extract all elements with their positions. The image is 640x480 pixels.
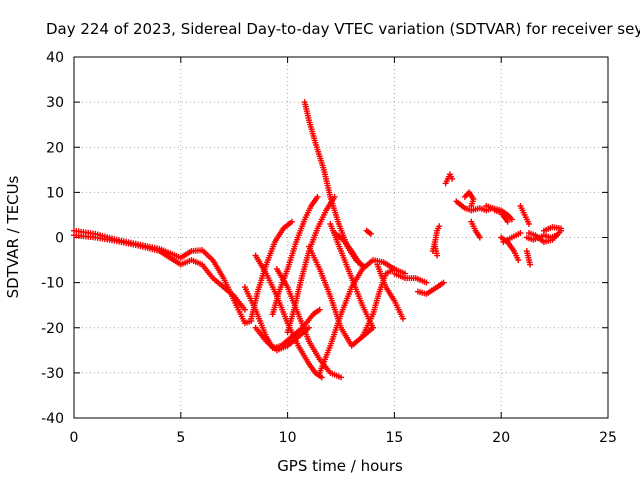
x-tick-label: 0 bbox=[70, 430, 79, 446]
x-axis-label: GPS time / hours bbox=[277, 457, 403, 475]
data-point-plus bbox=[440, 279, 447, 286]
data-point-plus bbox=[504, 218, 511, 225]
axis-ticks bbox=[73, 56, 609, 419]
y-tick-label: 40 bbox=[46, 50, 64, 66]
y-tick-label: -30 bbox=[41, 366, 64, 382]
data-point-plus bbox=[370, 324, 377, 331]
y-tick-labels: -40 -30 -20 -10 0 10 20 30 40 bbox=[41, 50, 64, 427]
data-points bbox=[71, 99, 565, 381]
data-point-plus bbox=[338, 374, 344, 381]
data-point-plus bbox=[357, 261, 364, 268]
data-point-plus bbox=[316, 306, 323, 313]
x-tick-labels: 0 5 10 15 20 25 bbox=[70, 430, 617, 446]
y-tick-label: -40 bbox=[41, 411, 64, 427]
data-point-plus bbox=[367, 230, 374, 237]
data-point-plus bbox=[436, 223, 443, 230]
data-point-plus bbox=[399, 315, 406, 322]
y-tick-label: 10 bbox=[46, 185, 64, 201]
data-point-plus bbox=[431, 243, 438, 250]
data-point-plus bbox=[241, 306, 248, 313]
data-point-plus bbox=[517, 229, 524, 236]
x-tick-label: 5 bbox=[176, 430, 185, 446]
data-point-plus bbox=[527, 261, 534, 268]
y-axis-label: SDTVAR / TECUs bbox=[4, 175, 22, 298]
data-point-plus bbox=[314, 193, 321, 200]
y-tick-label: -10 bbox=[41, 276, 64, 292]
data-point-plus bbox=[305, 324, 312, 331]
x-tick-label: 25 bbox=[599, 430, 617, 446]
data-point-plus bbox=[515, 257, 522, 264]
data-point-plus bbox=[508, 216, 515, 223]
data-point-plus bbox=[525, 220, 532, 227]
data-point-plus bbox=[558, 225, 565, 232]
data-point-plus bbox=[476, 234, 483, 241]
chart-title: Day 224 of 2023, Sidereal Day-to-day VTE… bbox=[46, 20, 640, 38]
data-point-plus bbox=[318, 374, 325, 381]
x-tick-label: 10 bbox=[279, 430, 297, 446]
data-point-plus bbox=[423, 279, 430, 286]
y-tick-label: 0 bbox=[55, 231, 64, 247]
y-tick-label: -20 bbox=[41, 321, 64, 337]
x-tick-label: 15 bbox=[385, 430, 403, 446]
y-tick-label: 30 bbox=[46, 95, 64, 111]
grid-lines bbox=[74, 57, 608, 418]
x-tick-label: 20 bbox=[492, 430, 510, 446]
data-point-plus bbox=[288, 218, 295, 225]
y-tick-label: 20 bbox=[46, 140, 64, 156]
data-point-plus bbox=[468, 202, 475, 209]
data-point-plus bbox=[449, 175, 456, 182]
